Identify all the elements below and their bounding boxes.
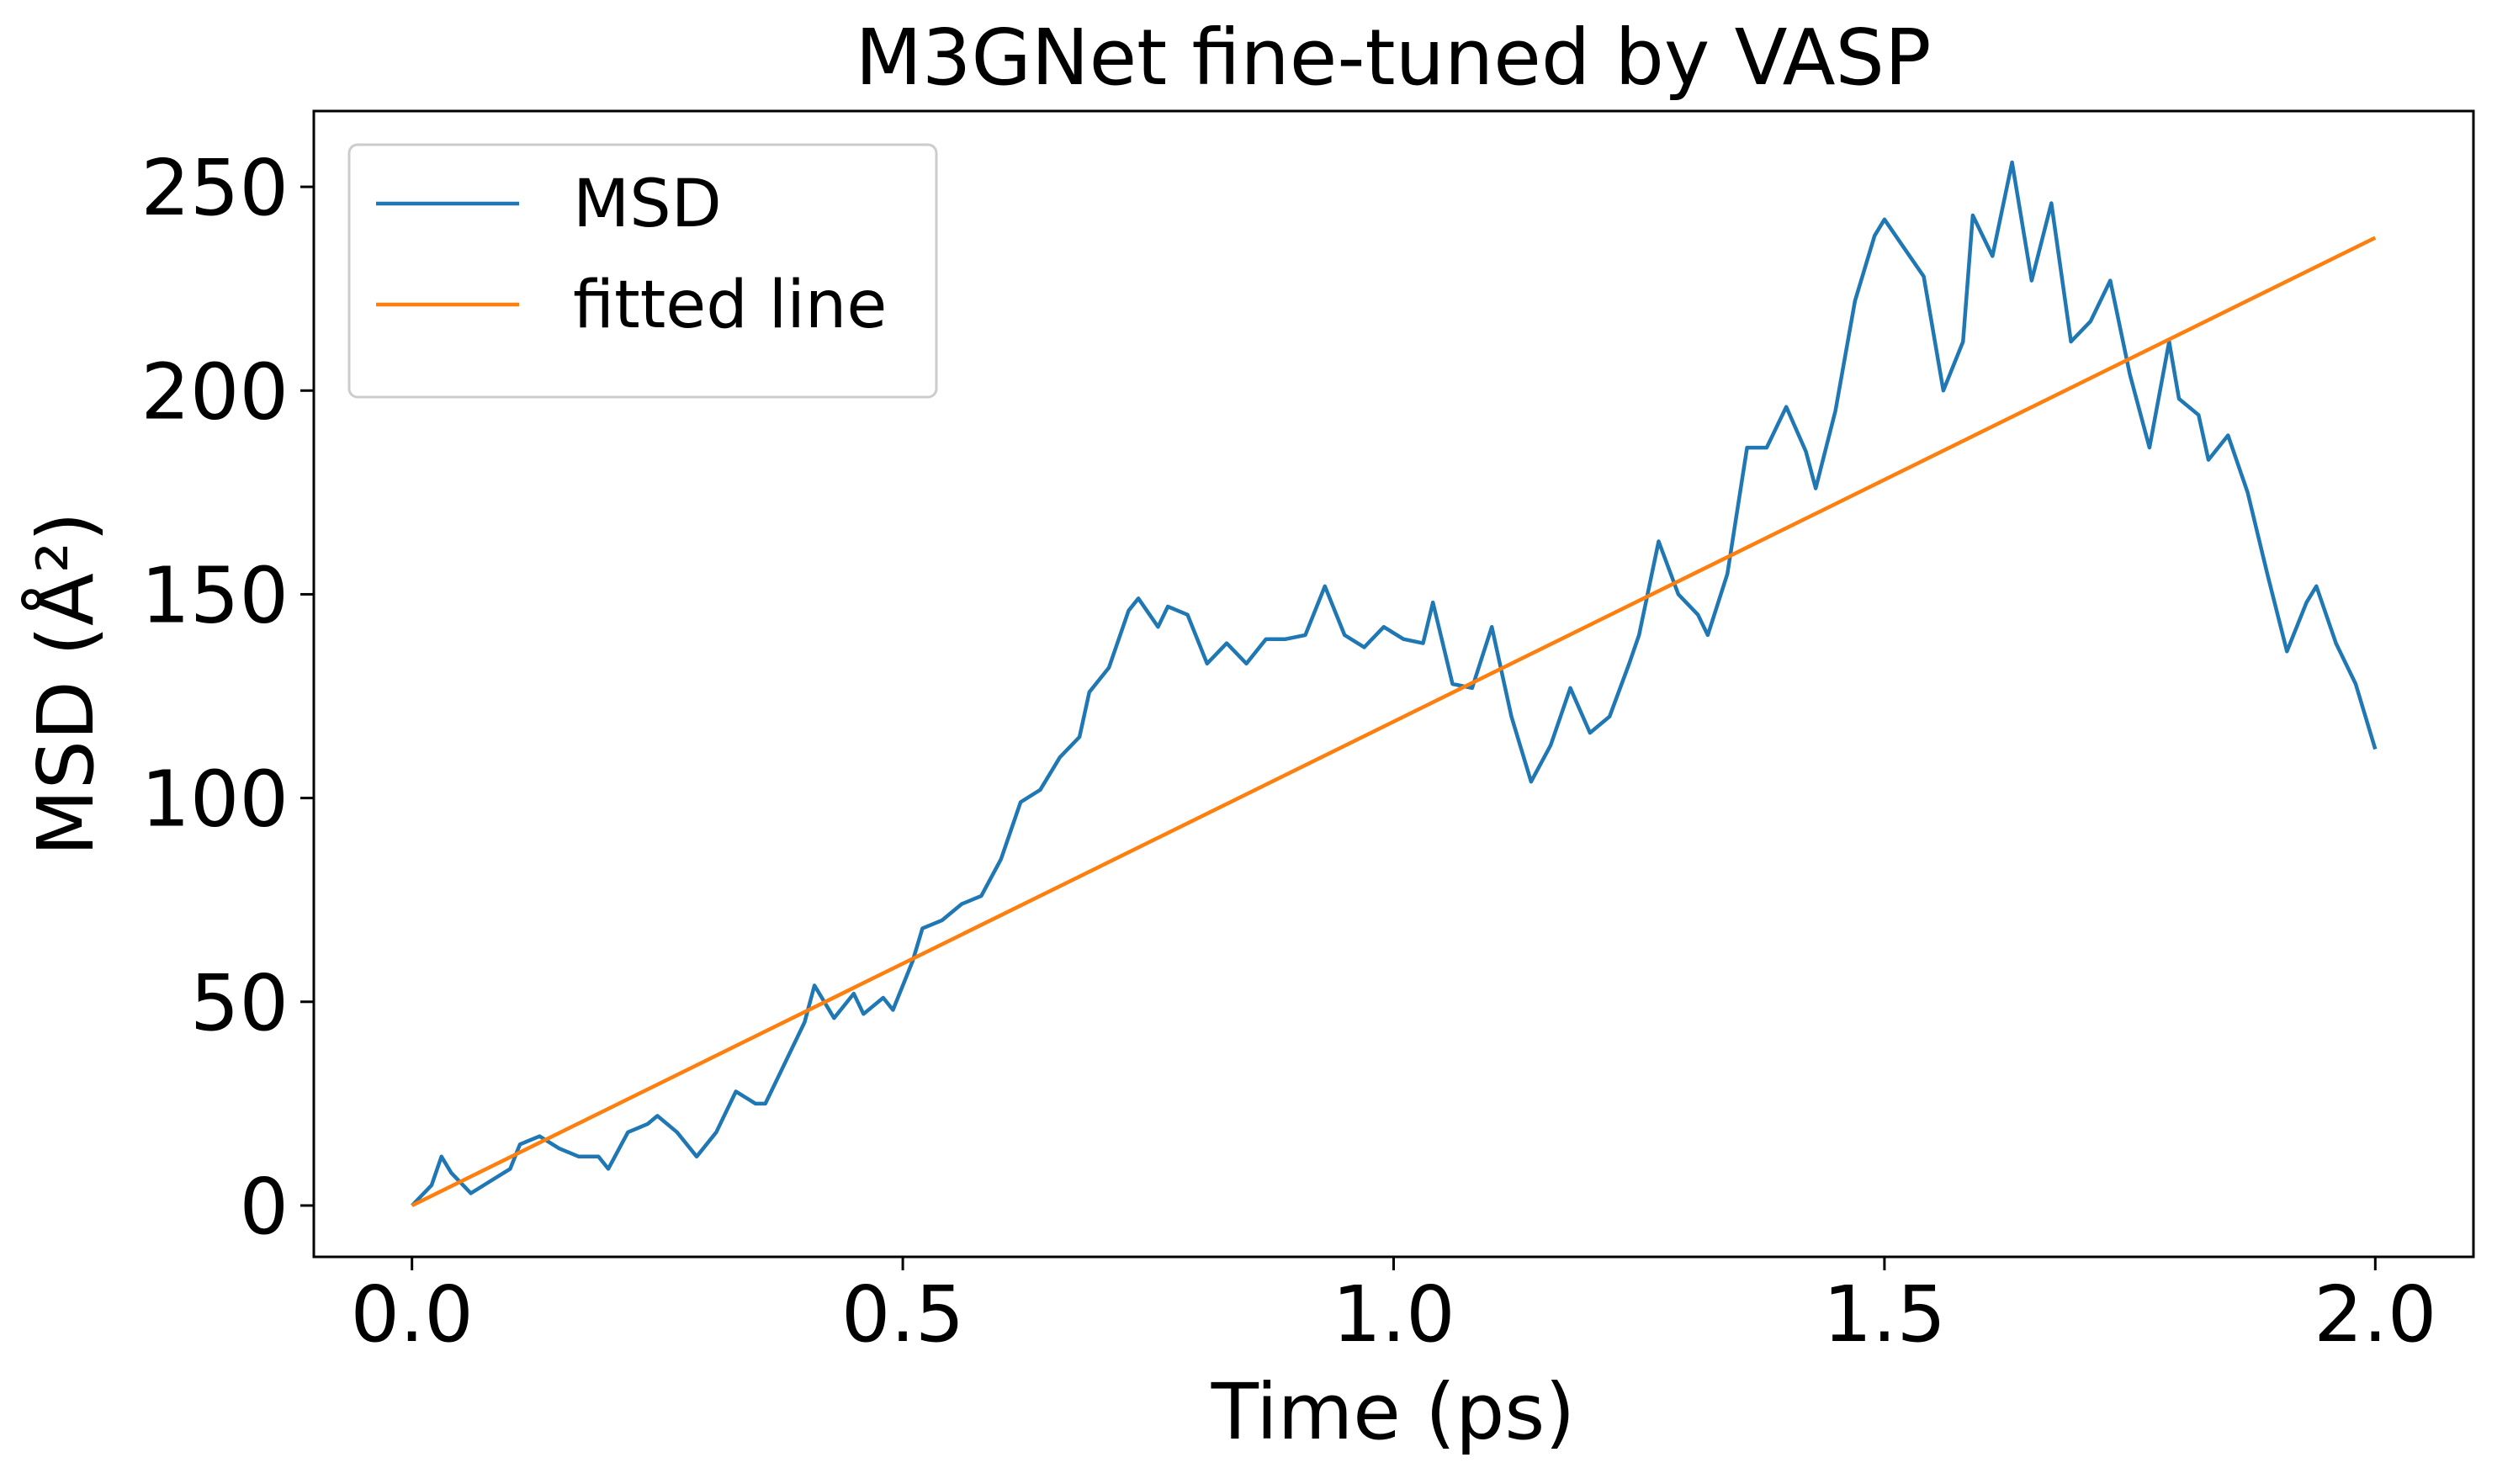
- y-tick-label: 100: [140, 755, 289, 845]
- y-tick-label: 0: [239, 1162, 289, 1252]
- y-axis-label: MSD (Å²): [20, 511, 111, 856]
- x-tick-label: 1.5: [1823, 1269, 1946, 1359]
- y-tick-label: 150: [140, 550, 289, 640]
- legend-label: fitted line: [573, 268, 887, 343]
- data-line: [411, 236, 2377, 1208]
- y-tick-label: 200: [140, 347, 289, 437]
- chart-title: M3GNet fine-tuned by VASP: [856, 13, 1932, 103]
- plot-frame: [312, 109, 2475, 1259]
- data-line: [411, 160, 2378, 1207]
- x-tick-label: 0.0: [351, 1269, 474, 1359]
- legend-label: MSD: [573, 167, 722, 242]
- x-tick-label: 2.0: [2314, 1269, 2436, 1359]
- legend-box: [347, 143, 938, 399]
- x-tick-label: 1.0: [1332, 1269, 1455, 1359]
- x-tick-label: 0.5: [841, 1269, 964, 1359]
- y-tick-label: 50: [190, 958, 289, 1048]
- x-axis-label: Time (ps): [1211, 1367, 1576, 1457]
- y-tick-label: 250: [140, 143, 289, 233]
